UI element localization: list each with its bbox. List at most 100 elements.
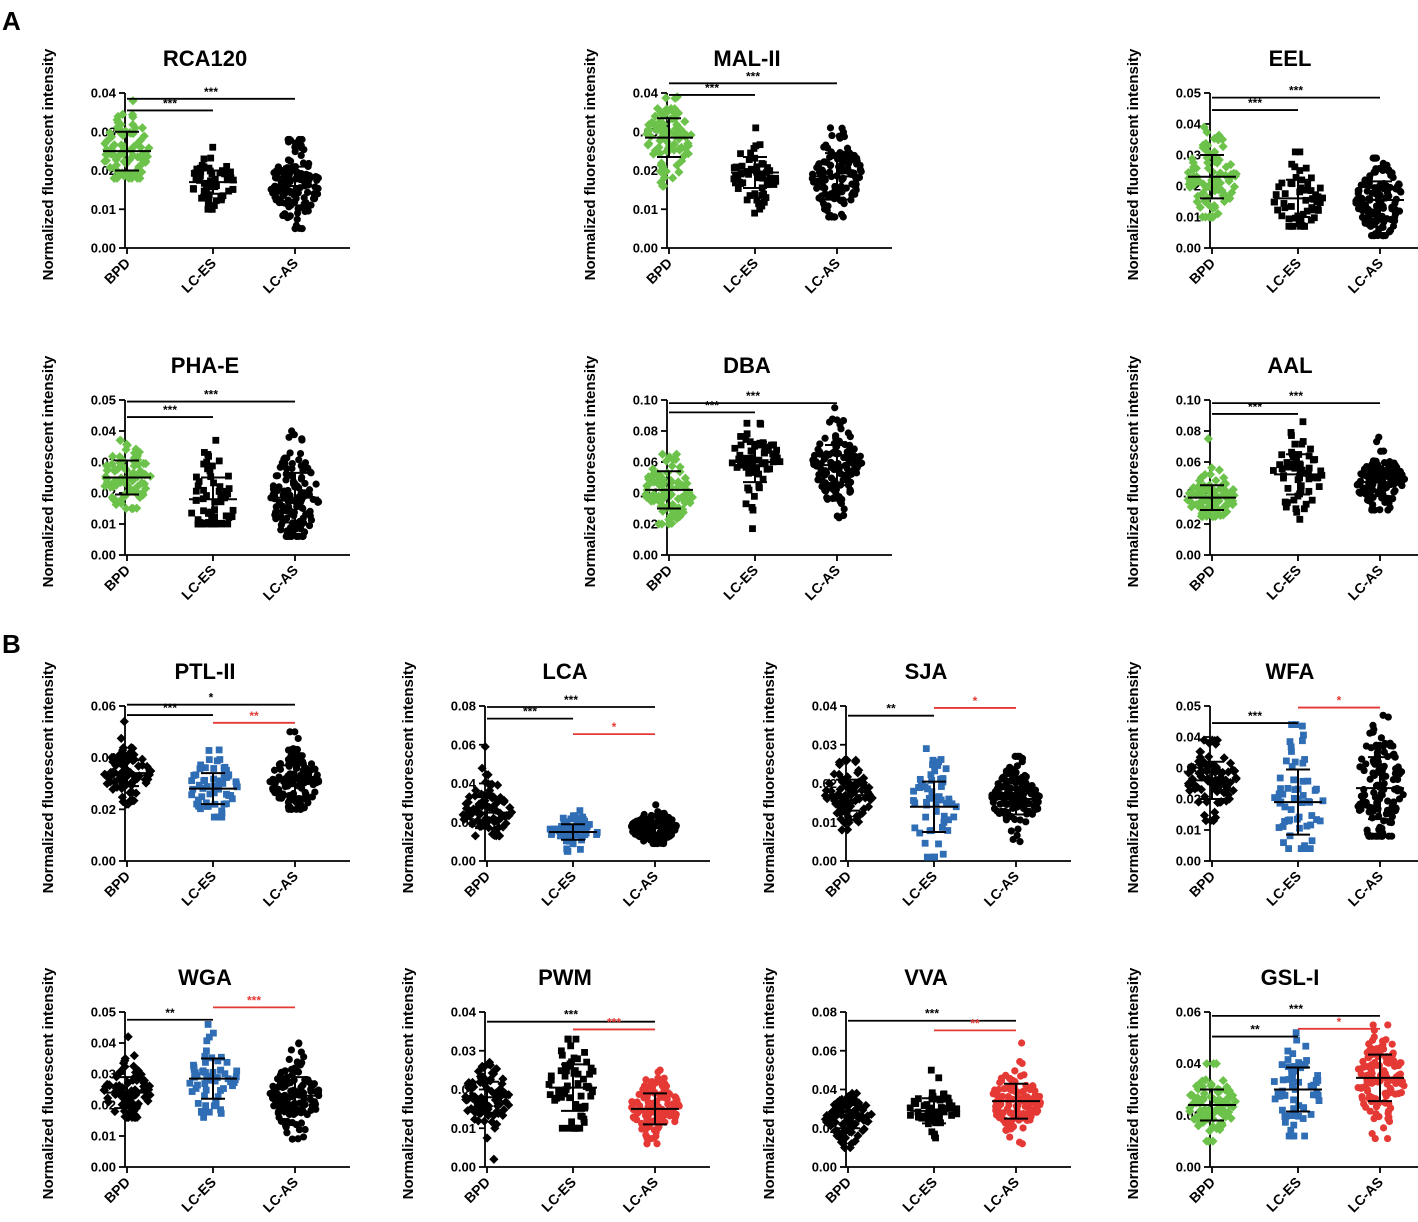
x-category-label: LC-ES xyxy=(1263,868,1304,909)
mean-sd-bar xyxy=(189,476,237,522)
data-point xyxy=(574,817,581,825)
data-point xyxy=(1187,178,1197,188)
data-point xyxy=(678,507,688,518)
data-point xyxy=(572,1101,580,1108)
data-point xyxy=(208,462,216,470)
data-point xyxy=(1374,231,1382,240)
x-category-label: LC-AS xyxy=(260,868,302,910)
data-point xyxy=(219,780,227,787)
mean-sd-bar xyxy=(189,772,237,806)
y-axis-label: Normalized fluorescent intensity xyxy=(400,967,417,1199)
data-point xyxy=(1389,222,1398,230)
data-point xyxy=(313,190,322,198)
data-point xyxy=(672,1110,680,1118)
data-point xyxy=(492,798,502,808)
data-point xyxy=(213,757,221,765)
x-category-label: LC-ES xyxy=(899,868,940,909)
data-point xyxy=(666,511,676,521)
data-point xyxy=(305,522,314,530)
data-point xyxy=(1017,1072,1025,1080)
data-point xyxy=(1316,199,1324,206)
data-point xyxy=(846,1139,857,1149)
data-point xyxy=(303,771,311,779)
data-point xyxy=(461,803,472,814)
data-point xyxy=(1210,735,1220,746)
data-point xyxy=(1204,752,1214,762)
data-point xyxy=(646,131,656,142)
data-point xyxy=(208,170,216,178)
y-tick-label: 0.00 xyxy=(91,1160,116,1175)
data-point xyxy=(1368,506,1376,514)
data-point xyxy=(1279,1076,1287,1084)
y-tick-label: 0.03 xyxy=(1176,148,1201,163)
data-point xyxy=(940,812,948,820)
x-category-label: BPD xyxy=(643,255,675,287)
data-point xyxy=(196,164,204,172)
data-point xyxy=(1201,816,1211,826)
data-point xyxy=(1197,766,1207,776)
data-point xyxy=(228,795,236,803)
data-point xyxy=(642,492,652,502)
data-point xyxy=(1195,202,1205,212)
data-point xyxy=(918,780,926,788)
data-point xyxy=(1354,1065,1363,1073)
data-point xyxy=(934,1111,942,1118)
data-point xyxy=(1293,508,1301,516)
mean-sd-bar xyxy=(271,471,319,524)
data-point xyxy=(1276,461,1284,469)
data-point xyxy=(205,756,213,763)
data-point xyxy=(471,785,481,796)
data-point xyxy=(1199,1088,1209,1099)
data-point xyxy=(1198,1082,1208,1092)
data-point xyxy=(1372,1110,1380,1118)
chart-lca: LCA Normalized fluorescent intensity 0.00 0… xyxy=(400,659,710,909)
data-point xyxy=(751,190,759,198)
data-point xyxy=(1357,1084,1365,1092)
data-point xyxy=(563,1082,571,1090)
data-point xyxy=(102,477,112,488)
panel-letter-a: A xyxy=(2,6,21,36)
data-point xyxy=(205,1076,213,1084)
data-point xyxy=(1311,456,1319,463)
data-point xyxy=(1193,1084,1203,1094)
data-point xyxy=(1200,791,1210,802)
data-point xyxy=(1291,786,1299,793)
data-point xyxy=(303,1110,311,1119)
data-point xyxy=(1036,1101,1044,1109)
data-point xyxy=(833,512,841,520)
data-point xyxy=(1271,1095,1279,1103)
data-point xyxy=(1034,805,1042,813)
chart-title: PTL-II xyxy=(174,659,235,684)
data-point xyxy=(837,210,846,218)
significance-label: *** xyxy=(607,1015,621,1029)
data-point xyxy=(1311,787,1319,794)
data-point xyxy=(1385,167,1393,175)
data-point xyxy=(643,1116,651,1124)
significance-label: *** xyxy=(247,993,261,1007)
data-point xyxy=(1394,1078,1402,1087)
data-point xyxy=(1359,471,1367,479)
data-point xyxy=(852,180,860,188)
data-point xyxy=(1019,1124,1027,1132)
data-point xyxy=(1274,206,1281,214)
data-point xyxy=(828,131,836,140)
data-point xyxy=(489,1110,499,1121)
data-point xyxy=(1383,1134,1392,1143)
data-point xyxy=(200,179,208,187)
data-point xyxy=(1300,731,1307,739)
significance-label: *** xyxy=(746,69,760,83)
data-point xyxy=(1383,1080,1391,1088)
data-point xyxy=(296,800,304,808)
data-point xyxy=(761,443,769,451)
significance-label: *** xyxy=(204,85,218,99)
data-point xyxy=(582,829,590,837)
data-point xyxy=(577,1092,585,1100)
data-point xyxy=(215,813,223,821)
data-point xyxy=(302,510,310,518)
data-point xyxy=(654,469,664,479)
data-point xyxy=(1183,167,1194,178)
data-point xyxy=(103,1093,113,1103)
data-point xyxy=(461,813,471,823)
data-point xyxy=(1274,795,1282,803)
